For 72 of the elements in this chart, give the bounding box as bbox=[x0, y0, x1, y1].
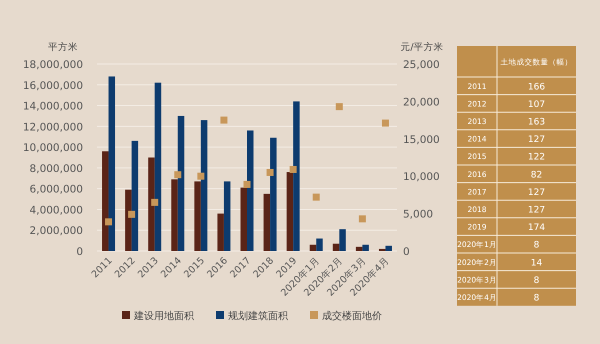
data-label: 122 bbox=[528, 152, 546, 163]
y2-tick-label: 20,000 bbox=[403, 96, 440, 108]
data-label: 127 bbox=[528, 206, 546, 216]
legend-label: 建设用地面积 bbox=[133, 310, 194, 322]
bar bbox=[293, 101, 300, 251]
bar bbox=[148, 158, 155, 251]
bar bbox=[217, 214, 224, 251]
legend-label: 成交楼面地价 bbox=[322, 310, 382, 322]
y2-tick-label: 25,000 bbox=[403, 59, 440, 71]
data-label: 127 bbox=[528, 135, 546, 146]
data-label: 166 bbox=[528, 82, 546, 92]
y2-tick-label: 5,000 bbox=[403, 208, 434, 221]
bar bbox=[154, 82, 162, 251]
point bbox=[290, 166, 297, 173]
bar bbox=[286, 172, 294, 251]
y-tick-label: 6,000,000 bbox=[30, 184, 83, 196]
y2-axis-title: 元/平方米 bbox=[400, 41, 444, 53]
data-label: 174 bbox=[528, 223, 546, 234]
bar bbox=[125, 190, 132, 251]
bar bbox=[194, 181, 201, 251]
y-tick-label: 2,000,000 bbox=[30, 225, 83, 238]
bar bbox=[240, 188, 247, 251]
y-tick-label: 12,000,000 bbox=[22, 121, 83, 134]
y-tick-label: 10,000,000 bbox=[22, 142, 83, 154]
point bbox=[220, 116, 228, 124]
bar bbox=[102, 151, 109, 251]
point bbox=[128, 210, 136, 218]
bar bbox=[316, 238, 323, 251]
y-axis-title: 平方米 bbox=[48, 41, 78, 53]
y-tick-label: 14,000,000 bbox=[22, 100, 83, 113]
y-tick-label: 0 bbox=[76, 246, 83, 258]
point bbox=[244, 180, 250, 188]
bar bbox=[310, 244, 316, 251]
data-label: 163 bbox=[528, 118, 546, 128]
bar bbox=[362, 244, 369, 251]
data-label: 82 bbox=[530, 170, 542, 180]
y-tick-label: 8,000,000 bbox=[30, 162, 83, 175]
y-tick-label: 18,000,000 bbox=[22, 59, 83, 71]
data-label: 107 bbox=[528, 100, 546, 110]
data-label: 8 bbox=[534, 276, 540, 286]
point bbox=[151, 198, 158, 206]
point bbox=[336, 103, 343, 110]
point bbox=[358, 215, 366, 222]
bar bbox=[270, 138, 277, 251]
y2-tick-label: 0 bbox=[403, 246, 410, 258]
bar bbox=[224, 181, 230, 251]
legend-label: 规划建筑面积 bbox=[228, 310, 288, 322]
y-tick-label: 16,000,000 bbox=[22, 80, 83, 92]
point bbox=[382, 120, 389, 127]
bar bbox=[171, 179, 178, 251]
data-label: 14 bbox=[530, 258, 542, 268]
point bbox=[197, 172, 204, 180]
bar bbox=[356, 246, 362, 251]
data-label: 127 bbox=[528, 188, 546, 198]
bar bbox=[385, 246, 392, 251]
data-label: 8 bbox=[534, 294, 540, 304]
bar bbox=[264, 194, 270, 251]
bar bbox=[200, 120, 208, 251]
bar bbox=[247, 130, 254, 251]
bar bbox=[132, 140, 138, 251]
bar bbox=[332, 244, 340, 251]
point bbox=[105, 218, 112, 226]
y2-tick-label: 15,000 bbox=[403, 134, 440, 146]
data-label: 8 bbox=[534, 240, 540, 251]
bar bbox=[339, 229, 346, 251]
bar bbox=[108, 76, 116, 251]
bar bbox=[178, 116, 184, 251]
point bbox=[266, 168, 274, 176]
point bbox=[312, 194, 320, 201]
y-tick-label: 4,000,000 bbox=[30, 204, 83, 216]
point bbox=[174, 171, 182, 178]
y2-tick-label: 10,000 bbox=[403, 171, 440, 184]
